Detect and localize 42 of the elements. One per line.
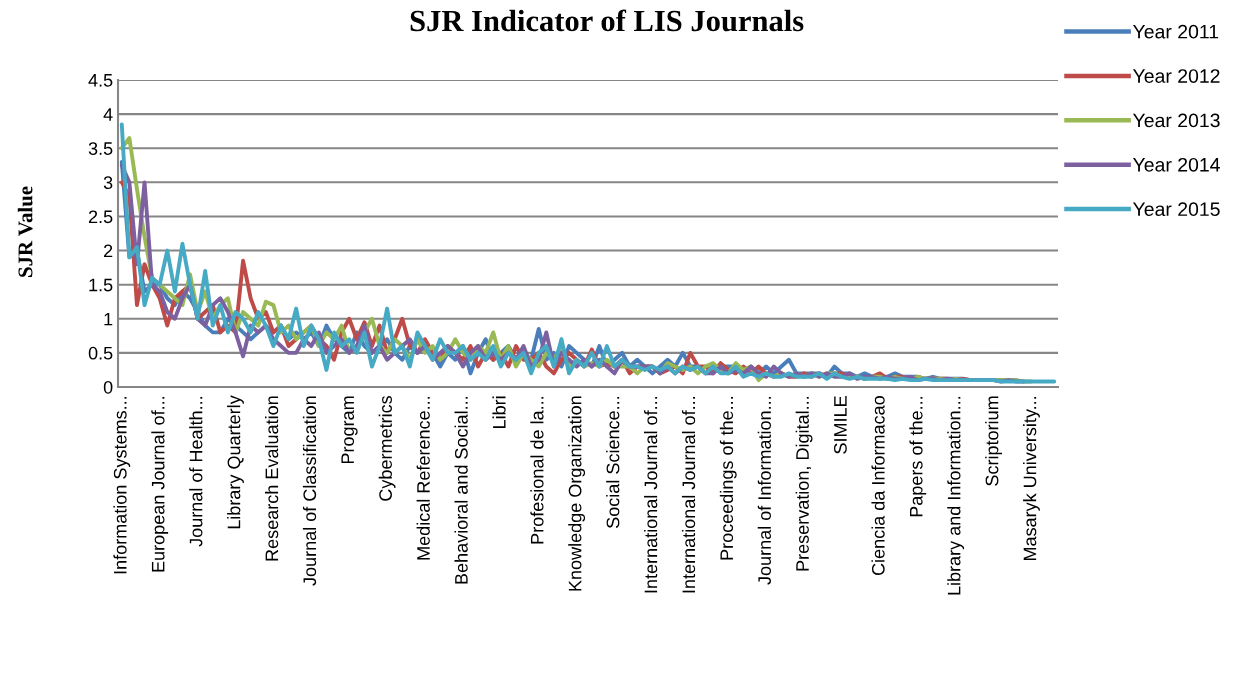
y-tick-label: 2 xyxy=(104,244,113,258)
y-tick-label: 1.5 xyxy=(89,278,113,292)
y-tick-label: 3 xyxy=(103,176,113,190)
y-tick-label: 4.5 xyxy=(88,74,113,87)
y-tick-label: 3.5 xyxy=(88,142,113,155)
x-tick-label: SIMILE xyxy=(834,396,847,454)
x-tick-label: Cybermetrics xyxy=(378,395,396,501)
legend-label: Year 2011 xyxy=(1132,24,1219,39)
y-axis-title: SJR Value xyxy=(17,186,33,277)
x-tick-label: Library Quarterly xyxy=(227,395,244,529)
y-tick-label: 1 xyxy=(104,312,113,326)
x-tick-label: Knowledge Organization xyxy=(568,396,586,591)
x-tick-label: Journal of Classification xyxy=(302,396,317,586)
x-tick-label: Masaryk University... xyxy=(1023,396,1040,561)
x-tick-label: International Journal of... xyxy=(681,396,696,593)
legend-label: Year 2013 xyxy=(1132,113,1220,128)
x-tick-label: European Journal of... xyxy=(151,396,169,572)
x-tick-label: Profesional de la... xyxy=(530,396,544,544)
x-tick-label: Libri xyxy=(492,396,506,428)
x-tick-label: Social Science... xyxy=(606,396,620,528)
x-tick-label: Ciencia da Informacao xyxy=(871,396,885,576)
x-tick-label: Information Systems... xyxy=(113,396,131,574)
x-tick-label: Behavioral and Social... xyxy=(454,396,468,584)
y-tick-label: 0.5 xyxy=(88,346,113,360)
x-tick-label: Journal of Health... xyxy=(189,396,203,547)
x-tick-label: Medical Reference... xyxy=(416,396,430,560)
chart-title: SJR Indicator of LIS Journals xyxy=(410,9,804,32)
y-tick-label: 0 xyxy=(103,380,113,394)
x-tick-label: Preservation, Digital... xyxy=(795,396,813,571)
x-tick-label: Journal of Information... xyxy=(757,396,771,585)
legend-label: Year 2012 xyxy=(1132,69,1220,83)
x-tick-label: Scriptorium xyxy=(985,396,1002,486)
x-tick-label: Program xyxy=(341,396,358,464)
x-tick-label: International Journal of... xyxy=(644,396,658,593)
x-tick-label: Research Evaluation xyxy=(264,396,279,561)
y-tick-label: 2.5 xyxy=(88,210,113,224)
legend-label: Year 2015 xyxy=(1132,202,1220,217)
x-tick-label: Proceedings of the... xyxy=(719,396,737,560)
legend-label: Year 2014 xyxy=(1132,157,1220,172)
x-tick-label: Papers of the... xyxy=(909,396,927,517)
y-tick-label: 4 xyxy=(103,108,113,121)
x-tick-label: Library and Information... xyxy=(947,396,965,595)
